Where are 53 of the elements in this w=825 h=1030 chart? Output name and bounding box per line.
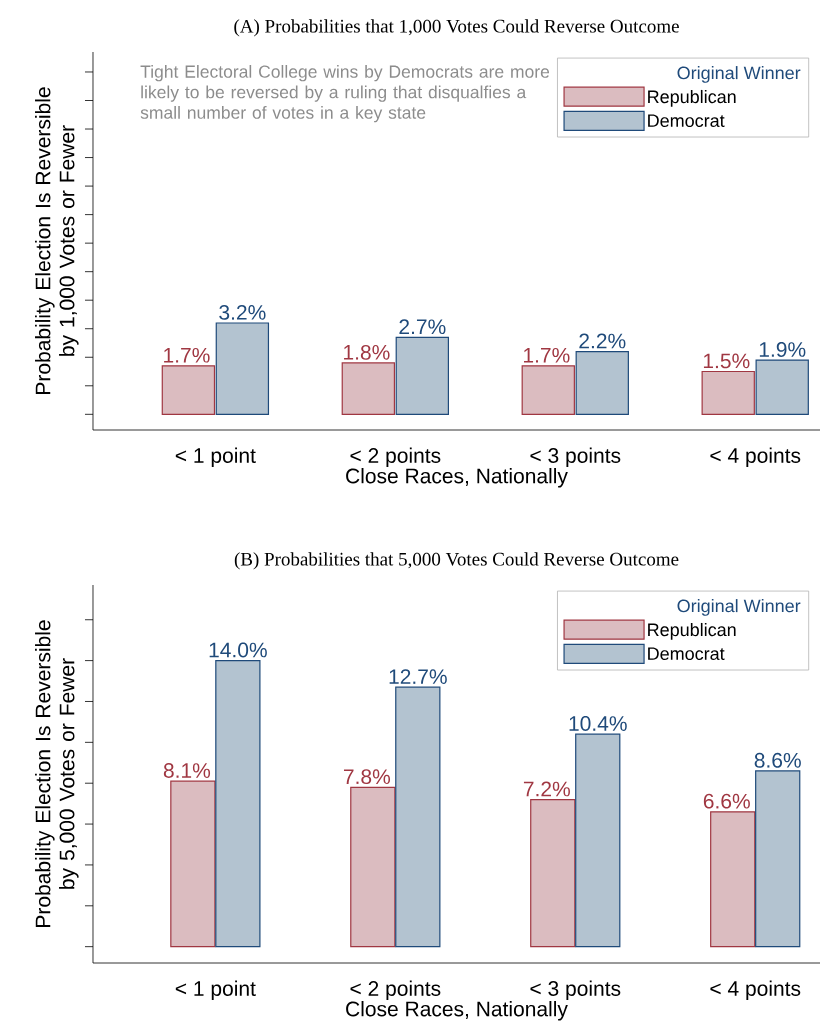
bar bbox=[575, 350, 629, 415]
data-label: 7.8% bbox=[343, 769, 391, 785]
annotation: Tight Electoral College wins by Democrats are more likely to be reversed by a ruling that disqualfies a small number of votes in a key state bbox=[140, 64, 550, 123]
bar bbox=[350, 786, 396, 948]
x-tick-label: < 4 points bbox=[710, 447, 801, 468]
data-label: 10.4% bbox=[569, 716, 627, 731]
y-axis-title: Probability Election Is Reversible by 1,000 Votes or Fewer bbox=[35, 87, 79, 394]
data-label: 6.6% bbox=[703, 793, 750, 809]
bar bbox=[710, 811, 756, 948]
bar bbox=[575, 733, 621, 948]
legend-title: Original Winner bbox=[677, 599, 801, 616]
data-label: 1.8% bbox=[344, 344, 390, 360]
bar bbox=[395, 686, 441, 948]
x-tick-label: < 2 points bbox=[350, 980, 441, 1001]
x-axis-title: Close Races, Nationally bbox=[346, 1000, 568, 1021]
bar bbox=[755, 359, 809, 415]
x-tick-label: < 1 point bbox=[175, 447, 256, 468]
x-tick-label: < 2 points bbox=[350, 447, 441, 468]
bar bbox=[161, 365, 216, 415]
legend-label: Republican bbox=[648, 622, 736, 640]
data-label: 2.7% bbox=[399, 319, 446, 335]
data-label: 2.2% bbox=[579, 333, 626, 349]
x-tick-label: < 1 point bbox=[175, 980, 256, 1001]
legend-label: Democrat bbox=[648, 647, 725, 661]
data-label: 1.9% bbox=[759, 342, 806, 357]
x-tick-label: < 3 points bbox=[530, 980, 621, 1001]
bar bbox=[215, 322, 270, 415]
x-tick-label: < 4 points bbox=[710, 980, 801, 1001]
data-label: 14.0% bbox=[209, 642, 267, 658]
bar bbox=[170, 780, 216, 948]
x-tick-label: < 3 points bbox=[530, 447, 621, 468]
legend-label: Republican bbox=[648, 89, 736, 107]
data-label: 1.7% bbox=[164, 347, 210, 363]
bar bbox=[341, 362, 396, 415]
data-label: 8.6% bbox=[754, 752, 801, 768]
data-label: 7.2% bbox=[523, 781, 570, 797]
chart-title: (B) Probabilities that 5,000 Votes Could Reverse Outcome bbox=[234, 552, 679, 570]
bar bbox=[395, 336, 449, 415]
bar bbox=[521, 365, 575, 415]
data-label: 1.7% bbox=[524, 347, 570, 363]
y-axis-title: Probability Election Is Reversible by 5,000 Votes or Fewer bbox=[35, 620, 79, 927]
bar bbox=[530, 798, 576, 948]
legend-title: Original Winner bbox=[677, 66, 801, 83]
data-label: 12.7% bbox=[389, 669, 447, 684]
bar bbox=[701, 370, 755, 415]
bar bbox=[755, 770, 801, 948]
data-label: 8.1% bbox=[163, 763, 211, 778]
bar bbox=[215, 660, 261, 948]
data-label: 1.5% bbox=[703, 353, 750, 369]
data-label: 3.2% bbox=[219, 304, 266, 320]
chart-title: (A) Probabilities that 1,000 Votes Could Reverse Outcome bbox=[234, 19, 679, 37]
legend-label: Democrat bbox=[648, 114, 725, 128]
x-axis-title: Close Races, Nationally bbox=[346, 467, 568, 488]
